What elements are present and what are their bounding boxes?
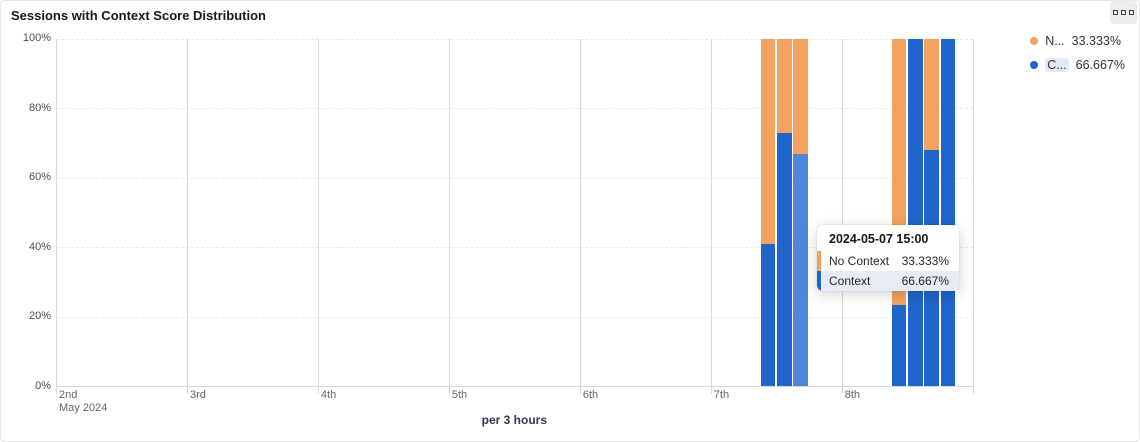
legend-dot-icon [1030, 61, 1039, 69]
bar-segment-context[interactable] [777, 133, 792, 386]
bar-segment-no-context[interactable] [793, 38, 809, 155]
tooltip-series-label: Context [829, 274, 871, 288]
stacked-bar-2024-05-08-15:00[interactable] [924, 38, 939, 387]
legend-item-context[interactable]: C... 66.667% [1030, 58, 1125, 72]
y-axis-tick-label: 0% [35, 379, 51, 392]
legend-dot-icon [1030, 37, 1039, 45]
x-axis-tick-label: 4th [320, 389, 337, 401]
x-axis-tick-label: 6th [582, 389, 599, 401]
bar-segment-no-context[interactable] [760, 38, 776, 244]
x-axis-title: per 3 hours [481, 413, 548, 427]
tooltip-header: 2024-05-07 15:00 [829, 232, 929, 246]
y-axis-tick-label: 60% [28, 171, 51, 183]
gridline-vertical [972, 38, 974, 394]
x-axis-tick-label: 3rd [189, 389, 206, 401]
legend-value: 66.667% [1075, 58, 1125, 72]
tooltip-series-label: No Context [829, 254, 890, 268]
stacked-bar-2024-05-07-09:00[interactable] [760, 38, 776, 387]
stacked-bar-2024-05-07-12:00[interactable] [777, 38, 792, 387]
gridline-vertical [317, 38, 319, 394]
bar-segment-context[interactable] [940, 38, 956, 386]
bar-segment-context[interactable] [760, 243, 776, 386]
stacked-bar-2024-05-08-18:00[interactable] [940, 38, 956, 386]
stacked-bar-2024-05-08-12:00[interactable] [908, 38, 923, 386]
x-axis-tick-label: 8th [844, 389, 861, 401]
gridline-vertical [841, 38, 843, 394]
legend-value: 33.333% [1071, 34, 1121, 48]
tooltip-series-color [817, 271, 821, 291]
bar-segment-no-context[interactable] [777, 38, 792, 134]
tooltip-row-context: Context 66.667% [817, 271, 959, 291]
chart-title: Sessions with Context Score Distribution [11, 8, 266, 23]
chart-tooltip: 2024-05-07 15:00 No Context 33.333% Contex… [817, 225, 959, 291]
bar-segment-context[interactable] [793, 154, 809, 386]
tooltip-series-color [817, 251, 821, 271]
gridline-horizontal [56, 108, 973, 109]
bar-segment-no-context[interactable] [924, 38, 939, 150]
y-axis-tick-label: 20% [28, 310, 51, 322]
gridline-horizontal [56, 177, 973, 179]
chart-options-button[interactable] [1110, 1, 1137, 24]
y-axis-tick-label: 80% [28, 101, 51, 114]
legend-label: N... [1045, 34, 1065, 48]
gridline-vertical [579, 38, 581, 394]
y-axis-tick-label: 40% [28, 240, 51, 253]
tooltip-series-value: 33.333% [901, 254, 949, 268]
gridline-vertical [710, 38, 712, 394]
gridline-horizontal [56, 247, 973, 248]
tooltip-row-no-context: No Context 33.333% [817, 251, 959, 271]
stacked-bar-2024-05-07-15:00[interactable] [793, 38, 809, 387]
gridline-horizontal [56, 38, 973, 40]
chart-legend: N... 33.333% C... 66.667% [1030, 34, 1125, 72]
options-squares-icon [1113, 10, 1118, 15]
bar-segment-context[interactable] [908, 38, 923, 386]
gridline-vertical [56, 38, 57, 394]
legend-item-no-context[interactable]: N... 33.333% [1030, 34, 1125, 48]
options-squares-icon [1129, 10, 1134, 15]
tooltip-series-value: 66.667% [901, 274, 949, 288]
x-axis-tick-label: 2nd May 2024 [59, 389, 108, 414]
gridline-horizontal [56, 316, 973, 318]
bar-segment-context[interactable] [891, 305, 907, 386]
y-axis-tick-label: 100% [22, 32, 51, 44]
gridline-vertical [448, 38, 450, 394]
options-squares-icon [1121, 10, 1126, 15]
stacked-bar-2024-05-08-09:00[interactable] [891, 38, 907, 387]
legend-label: C... [1045, 58, 1069, 72]
x-axis-tick-label: 7th [713, 389, 730, 401]
gridline-vertical [186, 38, 188, 394]
x-axis-tick-label: 5th [451, 389, 468, 401]
x-axis-line [56, 386, 973, 387]
